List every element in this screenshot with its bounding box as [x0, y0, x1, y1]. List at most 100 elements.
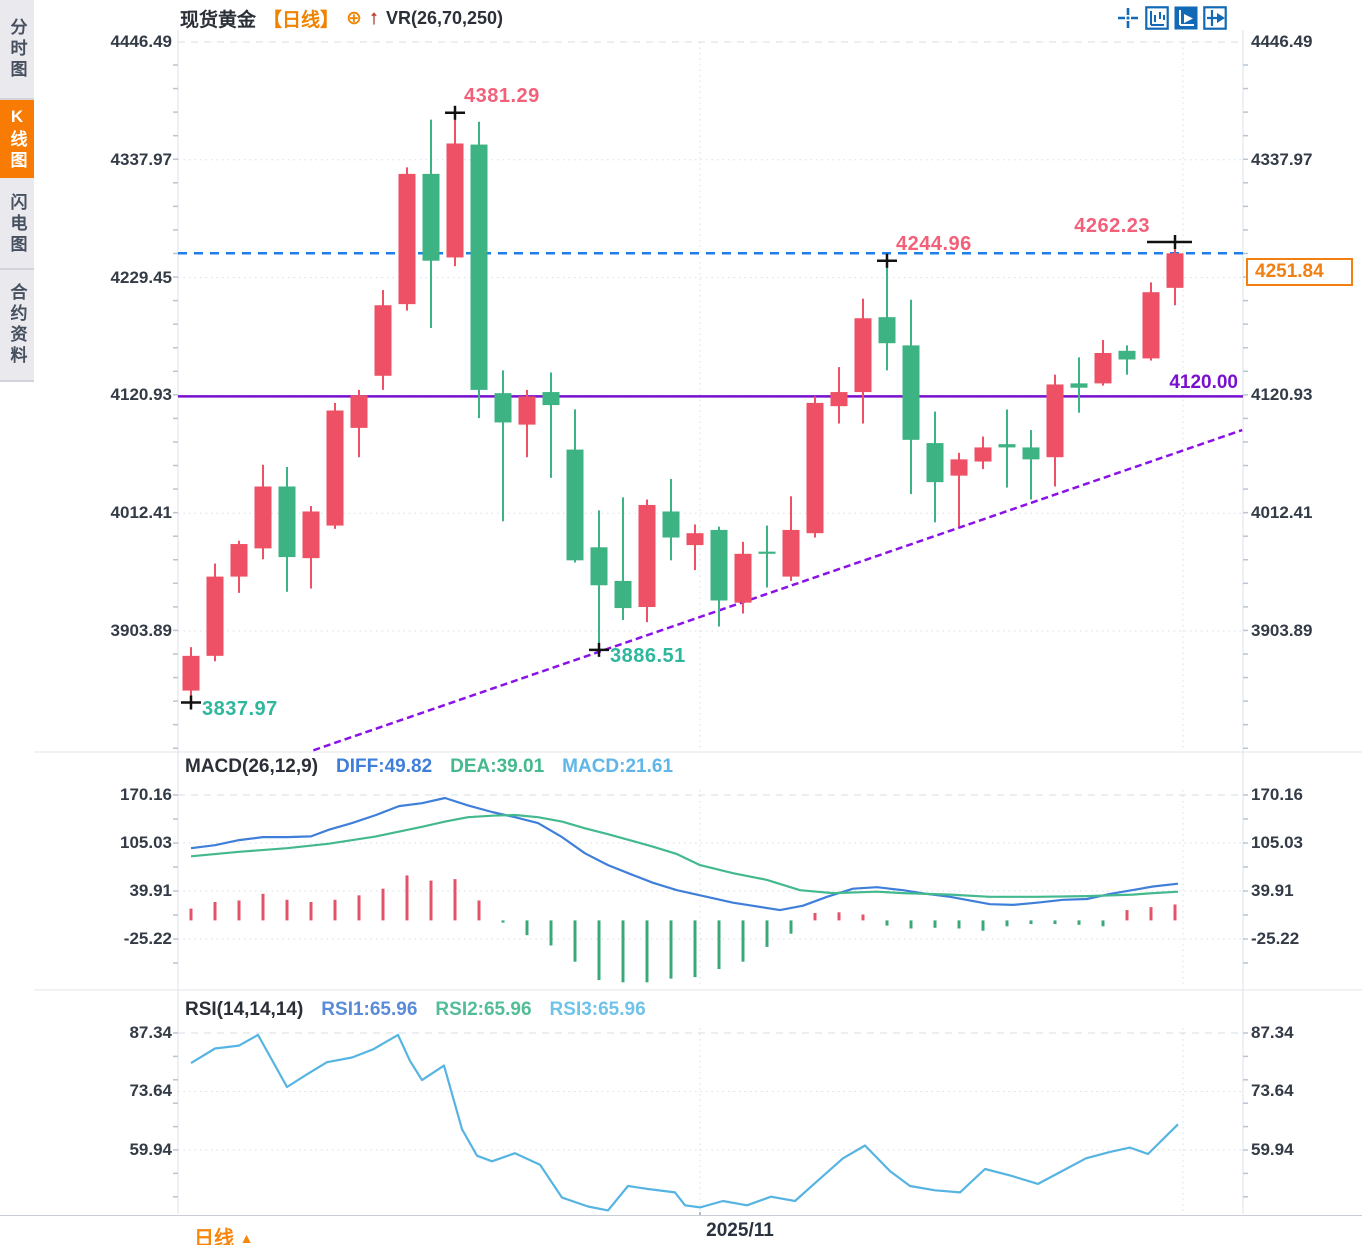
rsi-y-axis-label: 73.64 [1251, 1081, 1294, 1101]
macd-hist-bar [357, 895, 361, 921]
candle-body [470, 144, 488, 390]
period-tag: 【日线】 [263, 9, 340, 31]
macd-dea-value: DEA:39.01 [450, 756, 545, 777]
rsi3-value: RSI3:65.96 [549, 999, 646, 1020]
main-y-axis-label: 4337.97 [1251, 149, 1313, 169]
candle-body [302, 511, 320, 559]
macd-hist-bar [861, 914, 865, 921]
candle-body [638, 504, 656, 607]
macd-hist-bar [381, 888, 385, 921]
macd-hist-bar [405, 875, 409, 921]
candle-body [710, 529, 728, 601]
macd-hist-bar [189, 908, 193, 921]
candle-body [782, 529, 800, 577]
macd-y-axis-label: -25.22 [123, 928, 172, 948]
candle-body [998, 444, 1016, 448]
macd-params: MACD(26,12,9) [185, 756, 319, 777]
rsi-y-axis-label: 59.94 [1251, 1139, 1294, 1159]
purple-level-label: 4120.00 [1169, 372, 1238, 393]
candle-body [206, 576, 224, 656]
candle-body [590, 547, 608, 586]
macd-hist-bar [1125, 910, 1129, 921]
add-indicator-icon[interactable]: ⊕ [346, 7, 362, 29]
sidebar-tab-contract-info[interactable]: 合约资料 [0, 270, 34, 382]
sidebar-tab-kline[interactable]: K线图 [0, 100, 34, 178]
candle-body [446, 143, 464, 258]
chart-type-sidebar: 分时图 K线图 闪电图 合约资料 [0, 0, 34, 382]
symbol-name: 现货黄金 [180, 9, 257, 31]
candle-body [854, 318, 872, 393]
macd-hist-bar [525, 920, 529, 936]
axis-scale-icon[interactable] [1145, 6, 1169, 30]
main-y-axis-label: 4446.49 [1251, 32, 1313, 51]
sidebar-tab-flash[interactable]: 闪电图 [0, 180, 34, 270]
macd-hist-bar [261, 893, 265, 921]
macd-hist-bar [837, 912, 841, 921]
macd-hist-bar [885, 920, 889, 926]
caret-up-icon: ▲ [239, 1230, 254, 1245]
period-label: 日线 [194, 1228, 234, 1245]
bottom-bar: 日线 ▲ 2025/11 [0, 1215, 1362, 1245]
main-y-axis-label: 4012.41 [1251, 503, 1313, 523]
candle-body [1046, 384, 1064, 458]
candle-body [1142, 292, 1160, 359]
macd-y-axis-label: 170.16 [1251, 784, 1303, 804]
macd-y-axis-label: 105.03 [1251, 832, 1303, 852]
candle-body [926, 443, 944, 483]
main-y-axis-label: 4120.93 [1251, 385, 1313, 405]
candle-body [806, 402, 824, 534]
candle-body [326, 410, 344, 526]
candle-body [350, 395, 368, 428]
auto-scroll-icon[interactable] [1174, 6, 1198, 30]
rsi-y-axis-label: 59.94 [129, 1139, 172, 1159]
macd-diff-value: DIFF:49.82 [336, 756, 433, 777]
candle-body [566, 449, 584, 561]
sidebar-tab-label: K线图 [7, 106, 27, 172]
macd-hist-bar [333, 899, 337, 921]
macd-hist-bar [933, 920, 937, 928]
candle-body [758, 551, 776, 554]
macd-hist-bar [597, 920, 601, 981]
macd-y-axis-label: 170.16 [120, 784, 172, 804]
jump-latest-icon[interactable] [1203, 6, 1227, 30]
macd-hist-bar [429, 880, 433, 921]
crosshair-move-icon[interactable] [1116, 6, 1140, 30]
macd-hist-bar [1101, 920, 1105, 927]
rsi-y-axis-label: 87.34 [1251, 1023, 1294, 1042]
candle-body [254, 486, 272, 549]
macd-hist-bar [309, 901, 313, 921]
period-selector[interactable]: 日线 ▲ [194, 1222, 253, 1245]
macd-hist-bar [1029, 920, 1033, 925]
chart-header: 现货黄金 【日线】 ⊕ ↑ VR(26,70,250) [180, 5, 503, 31]
rsi-params: RSI(14,14,14) [185, 999, 304, 1020]
macd-dea-line [190, 813, 1179, 898]
macd-header: MACD(26,12,9) DIFF:49.82 DEA:39.01 MACD:… [185, 756, 673, 778]
price-annotation: 4381.29 [464, 84, 540, 107]
macd-hist-bar [717, 920, 721, 970]
candle-body [542, 392, 560, 406]
candle-body [734, 553, 752, 603]
price-annotation: 4244.96 [896, 232, 972, 255]
macd-hist-bar [573, 920, 577, 962]
macd-y-axis-label: -25.22 [1251, 928, 1300, 948]
macd-hist-bar [765, 920, 769, 947]
price-annotation: 3886.51 [610, 644, 686, 667]
sidebar-tab-label: 闪电图 [7, 192, 27, 256]
candle-body [422, 173, 440, 261]
main-y-axis-label: 3903.89 [110, 620, 172, 640]
candle-body [1094, 352, 1112, 384]
macd-hist-bar [741, 920, 745, 962]
vr-indicator-label: VR(26,70,250) [385, 7, 504, 28]
up-trend-arrow-icon: ↑ [368, 7, 379, 29]
macd-y-axis-label: 39.91 [1251, 880, 1294, 900]
candle-body [230, 544, 248, 577]
candle-body [1022, 447, 1040, 460]
sidebar-tab-timeline[interactable]: 分时图 [0, 0, 34, 100]
candle-body [830, 392, 848, 407]
macd-y-axis-label: 39.91 [129, 880, 172, 900]
macd-hist-bar [645, 920, 649, 983]
rsi-y-axis-label: 87.34 [129, 1023, 172, 1042]
